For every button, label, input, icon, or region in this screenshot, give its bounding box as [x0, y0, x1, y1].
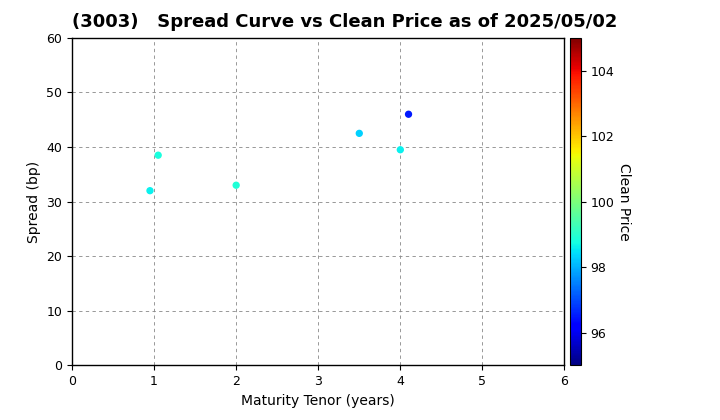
Y-axis label: Clean Price: Clean Price [617, 163, 631, 241]
Point [354, 130, 365, 137]
Point [395, 147, 406, 153]
Point [153, 152, 164, 159]
Point [230, 182, 242, 189]
Point [144, 187, 156, 194]
X-axis label: Maturity Tenor (years): Maturity Tenor (years) [241, 394, 395, 408]
Point [402, 111, 414, 118]
Y-axis label: Spread (bp): Spread (bp) [27, 160, 41, 243]
Text: (3003)   Spread Curve vs Clean Price as of 2025/05/02: (3003) Spread Curve vs Clean Price as of… [72, 13, 617, 31]
